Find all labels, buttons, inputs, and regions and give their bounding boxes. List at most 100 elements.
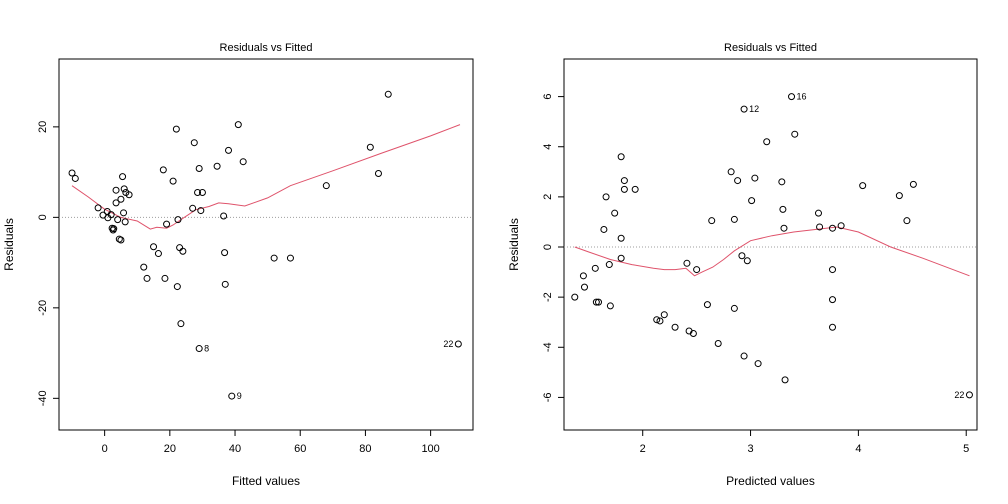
x-tick-label: 2 xyxy=(640,443,646,455)
data-point xyxy=(194,188,202,196)
data-point xyxy=(708,217,716,225)
data-point xyxy=(829,296,837,304)
outlier-label: 22 xyxy=(443,339,453,349)
plot-frame xyxy=(58,58,474,431)
data-point xyxy=(140,263,148,271)
data-point xyxy=(177,320,185,328)
y-tick-label: -2 xyxy=(542,292,554,302)
x-tick-label: 5 xyxy=(963,443,969,455)
data-point xyxy=(270,254,278,262)
data-point xyxy=(602,193,610,201)
data-point xyxy=(611,209,619,217)
data-point xyxy=(829,323,837,331)
data-point xyxy=(780,224,788,232)
data-point xyxy=(595,298,603,306)
data-point xyxy=(125,191,133,199)
x-tick-label: 80 xyxy=(359,443,371,455)
data-point xyxy=(734,177,742,185)
data-point xyxy=(234,121,242,129)
x-axis-label: Predicted values xyxy=(726,474,815,488)
data-point xyxy=(143,274,151,282)
data-point xyxy=(454,340,462,348)
data-point xyxy=(837,222,845,230)
data-point xyxy=(68,169,76,177)
data-point xyxy=(189,204,197,212)
data-point xyxy=(909,180,917,188)
data-point xyxy=(174,216,182,224)
data-point xyxy=(816,223,824,231)
data-point xyxy=(579,272,587,280)
data-point xyxy=(965,391,973,399)
data-point xyxy=(592,298,600,306)
data-point xyxy=(239,158,247,166)
residuals-vs-fitted-panel: Residuals vs Fitted Fitted values Residual… xyxy=(2,42,474,488)
y-tick-label: 20 xyxy=(37,121,49,133)
outlier-label: 12 xyxy=(749,104,759,114)
outlier-label: 8 xyxy=(204,344,209,354)
data-point xyxy=(829,266,837,274)
data-point xyxy=(154,250,162,258)
data-point xyxy=(221,280,229,288)
data-point xyxy=(740,352,748,360)
data-point xyxy=(172,125,180,133)
data-point xyxy=(179,247,187,255)
data-point xyxy=(163,220,171,228)
data-point xyxy=(228,392,236,400)
plot-frame xyxy=(563,58,978,431)
data-point xyxy=(671,323,679,331)
data-point xyxy=(197,207,205,215)
data-point xyxy=(117,236,125,244)
y-axis-label: Residuals xyxy=(507,218,521,271)
data-point xyxy=(213,162,221,170)
data-point xyxy=(112,199,120,207)
data-point xyxy=(120,185,128,193)
y-tick-label: 2 xyxy=(542,194,554,200)
data-point xyxy=(117,195,125,203)
y-tick-label: 6 xyxy=(542,94,554,100)
smoother-line xyxy=(574,226,970,277)
chart-title: Residuals vs Fitted xyxy=(220,42,313,54)
data-point xyxy=(740,105,748,113)
data-point xyxy=(107,211,115,219)
data-point xyxy=(778,178,786,186)
data-point xyxy=(221,249,229,257)
x-tick-label: 100 xyxy=(421,443,439,455)
data-point xyxy=(322,182,330,190)
data-point xyxy=(620,185,628,193)
data-point xyxy=(903,217,911,225)
data-point xyxy=(748,197,756,205)
y-tick-label: 0 xyxy=(542,244,554,250)
data-point xyxy=(703,301,711,309)
data-point xyxy=(660,311,668,319)
data-point xyxy=(751,174,759,182)
data-point xyxy=(374,169,382,177)
data-point xyxy=(120,209,128,217)
y-tick-label: 0 xyxy=(37,214,49,220)
data-point xyxy=(606,302,614,310)
data-point xyxy=(781,376,789,384)
data-point xyxy=(114,216,122,224)
x-tick-label: 4 xyxy=(855,443,861,455)
data-point xyxy=(631,185,639,193)
data-point xyxy=(814,209,822,217)
y-tick-label: -4 xyxy=(542,342,554,352)
data-point xyxy=(829,224,837,232)
data-point xyxy=(617,234,625,242)
data-point xyxy=(159,166,167,174)
x-axis-label: Fitted values xyxy=(232,474,300,488)
y-tick-label: -40 xyxy=(37,390,49,406)
data-point xyxy=(580,283,588,291)
data-point xyxy=(620,177,628,185)
x-tick-label: 0 xyxy=(102,443,108,455)
data-point xyxy=(173,283,181,291)
data-point xyxy=(689,329,697,337)
y-tick-label: -6 xyxy=(542,393,554,403)
data-point xyxy=(656,317,664,325)
data-point xyxy=(195,345,203,353)
data-point xyxy=(730,304,738,312)
data-point xyxy=(94,204,102,212)
data-point xyxy=(727,168,735,176)
data-point xyxy=(150,243,158,251)
data-point xyxy=(121,218,129,226)
